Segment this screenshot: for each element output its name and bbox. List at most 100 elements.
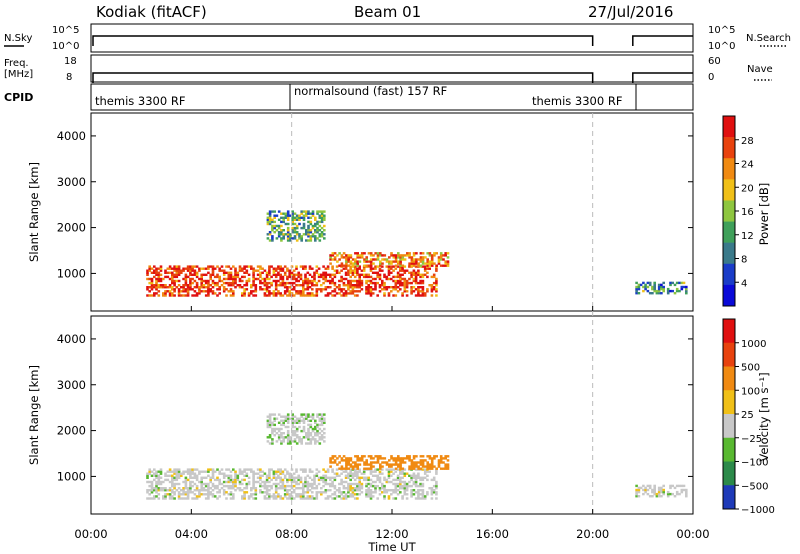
power-echo-cell (186, 267, 190, 270)
power-echo-cell (299, 294, 303, 297)
power-echo-cell (227, 277, 231, 281)
velocity-echo-cell (379, 465, 382, 468)
velocity-echo-cell (347, 476, 350, 479)
velocity-echo-cell (243, 497, 246, 500)
power-echo-cell (293, 229, 297, 232)
power-echo-cell (304, 275, 307, 279)
velocity-echo-cell (263, 495, 267, 498)
velocity-echo-cell (220, 487, 224, 490)
velocity-echo-cell (229, 484, 233, 488)
velocity-echo-cell (243, 474, 246, 477)
power-echo-cell (324, 275, 328, 279)
velocity-echo-cell (644, 488, 647, 492)
power-echo-cell (367, 288, 370, 291)
velocity-echo-cell (365, 463, 368, 466)
velocity-echo-cell (274, 470, 278, 473)
velocity-echo-cell (419, 484, 422, 488)
velocity-echo-cell (216, 491, 219, 494)
power-echo-cell (314, 224, 317, 228)
velocity-echo-cell (286, 413, 290, 416)
velocity-echo-cell (186, 468, 190, 471)
power-echo-cell (314, 222, 317, 226)
power-echo-cell (410, 258, 414, 261)
velocity-echo-cell (396, 478, 400, 482)
power-echo-cell (394, 284, 398, 287)
velocity-echo-cell (396, 474, 400, 477)
power-echo-cells (146, 210, 688, 297)
time-axis-label: Time UT (367, 540, 416, 554)
velocity-echo-cell (232, 487, 235, 490)
velocity-echo-cell (369, 470, 373, 473)
slant-range-tick-label: 3000 (57, 378, 86, 392)
power-echo-cell (340, 269, 343, 272)
velocity-echo-cell (358, 478, 361, 482)
velocity-echo-cell (292, 497, 296, 500)
velocity-echo-cell (660, 486, 663, 490)
power-echo-cell (317, 273, 321, 276)
power-echo-cell (220, 265, 224, 268)
velocity-echo-cell (254, 497, 258, 500)
power-echo-cell (410, 281, 413, 285)
velocity-echo-cell (173, 478, 176, 482)
velocity-echo-cell (358, 476, 361, 479)
power-echo-cell (435, 277, 438, 281)
velocity-echo-cell (216, 497, 219, 500)
velocity-echo-cell (675, 484, 679, 488)
velocity-echo-cell (286, 480, 289, 484)
power-echo-cell (283, 292, 287, 295)
power-echo-cell (286, 288, 289, 291)
power-echo-cell (660, 287, 663, 291)
power-echo-cell (218, 269, 221, 272)
power-echo-cell (423, 294, 427, 297)
velocity-echo-cell (414, 482, 418, 486)
power-echo-cell (168, 292, 172, 295)
power-echo-cell (175, 286, 179, 289)
power-echo-cell (308, 265, 312, 268)
power-echo-cell (291, 216, 294, 219)
power-echo-cell (322, 281, 325, 285)
velocity-echo-cell (353, 470, 357, 473)
power-echo-cell (286, 267, 289, 270)
velocity-echo-cell (302, 497, 305, 500)
velocity-echo-cell (419, 497, 422, 500)
velocity-echo-cell (277, 493, 280, 496)
power-echo-cell (250, 292, 253, 295)
power-echo-cell (252, 273, 255, 276)
velocity-echo-cell (323, 413, 326, 416)
power-echo-cell (150, 281, 154, 285)
power-echo-cell (184, 267, 188, 270)
velocity-echo-cell (379, 463, 382, 466)
power-echo-cell (236, 273, 240, 276)
time-tick-label: 12:00 (375, 527, 408, 541)
power-echo-cell (162, 286, 165, 289)
velocity-echo-cell (318, 427, 322, 431)
velocity-echo-cell (222, 476, 226, 479)
velocity-echo-cell (204, 497, 208, 500)
velocity-echo-cell (173, 472, 176, 475)
velocity-echo-cell (302, 484, 305, 488)
velocity-echo-cell (685, 495, 688, 498)
velocity-echo-cell (349, 457, 353, 460)
power-echo-cell (383, 286, 386, 289)
velocity-echo-cell (259, 491, 262, 494)
velocity-echo-cell (430, 461, 434, 464)
velocity-echo-cell (148, 468, 151, 471)
power-echo-cell (410, 273, 413, 276)
power-echo-cell (302, 224, 306, 228)
velocity-echo-cell (414, 478, 418, 482)
velocity-echo-cell (344, 470, 348, 473)
power-echo-cell (314, 237, 317, 240)
velocity-echo-cell (403, 457, 407, 460)
velocity-echo-cell (356, 493, 359, 496)
power-echo-cell (347, 269, 350, 272)
power-echo-cell (252, 294, 255, 297)
nsearch-tick-high: 10^5 (708, 25, 735, 36)
power-echo-cell (313, 277, 316, 281)
power-echo-cell (184, 275, 188, 279)
power-echo-cell (184, 294, 188, 297)
power-echo-cell (304, 281, 307, 285)
colorbar-swatch (723, 116, 735, 138)
power-echo-cell (171, 273, 174, 276)
velocity-echo-cell (200, 487, 203, 490)
power-echo-cell (639, 283, 643, 287)
